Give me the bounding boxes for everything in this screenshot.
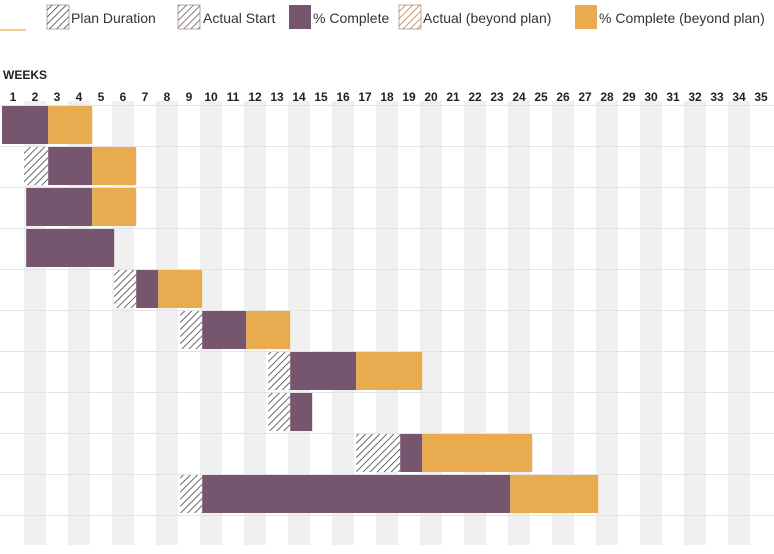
week-tick-9: 9 [186, 90, 193, 104]
legend-swatch-actual-start [177, 4, 201, 30]
plan-duration-bar-row-6 [180, 311, 203, 349]
legend-item-actual-start: Actual Start [177, 4, 275, 30]
week-tick-1: 1 [10, 90, 17, 104]
week-stripe-28 [596, 101, 618, 545]
week-tick-19: 19 [402, 90, 416, 104]
legend-item-complete: % Complete [289, 5, 389, 29]
week-tick-25: 25 [534, 90, 548, 104]
legend-swatch-complete [289, 5, 311, 29]
gantt-bars [2, 106, 599, 513]
complete-bar-row-8 [290, 393, 313, 431]
week-tick-33: 33 [710, 90, 724, 104]
week-tick-14: 14 [292, 90, 306, 104]
legend-label-plan-duration: Plan Duration [71, 10, 156, 26]
week-tick-27: 27 [578, 90, 592, 104]
week-tick-6: 6 [120, 90, 127, 104]
week-tick-26: 26 [556, 90, 570, 104]
week-tick-18: 18 [380, 90, 394, 104]
legend-label-actual-beyond-plan: Actual (beyond plan) [423, 10, 551, 26]
legend-swatch-actual-beyond-plan [398, 4, 422, 30]
week-tick-8: 8 [164, 90, 171, 104]
complete-beyond-plan-bar-row-9 [422, 434, 533, 472]
legend-label-complete: % Complete [313, 10, 389, 26]
complete-beyond-plan-bar-row-3 [92, 188, 137, 226]
legend-item-plan-duration: Plan Duration [46, 4, 156, 30]
week-tick-35: 35 [754, 90, 768, 104]
week-tick-32: 32 [688, 90, 702, 104]
week-tick-15: 15 [314, 90, 328, 104]
week-tick-4: 4 [76, 90, 83, 104]
complete-beyond-plan-bar-row-2 [92, 147, 137, 185]
complete-bar-row-1 [2, 106, 49, 144]
week-tick-11: 11 [227, 90, 240, 104]
week-tick-16: 16 [336, 90, 350, 104]
week-tick-7: 7 [142, 90, 149, 104]
week-tick-24: 24 [512, 90, 526, 104]
week-tick-30: 30 [644, 90, 658, 104]
complete-bar-row-4 [26, 229, 115, 267]
complete-beyond-plan-bar-row-10 [510, 475, 599, 513]
legend: Plan Duration Actual Start % Complete Ac… [0, 4, 765, 31]
week-stripe-8 [156, 101, 178, 545]
week-tick-12: 12 [248, 90, 262, 104]
legend-swatch-complete-beyond-plan [575, 5, 597, 29]
plan-duration-bar-row-5 [114, 270, 137, 308]
complete-bar-row-3 [26, 188, 93, 226]
plan-duration-bar-row-7 [268, 352, 291, 390]
week-stripe-32 [684, 101, 706, 545]
legend-label-actual-start: Actual Start [203, 10, 275, 26]
week-tick-21: 21 [446, 90, 460, 104]
plan-duration-bar-row-8 [268, 393, 291, 431]
week-tick-23: 23 [490, 90, 504, 104]
plan-duration-bar-row-9 [356, 434, 401, 472]
week-tick-10: 10 [204, 90, 218, 104]
complete-bar-row-5 [136, 270, 159, 308]
complete-beyond-plan-bar-row-1 [48, 106, 93, 144]
legend-label-complete-beyond-plan: % Complete (beyond plan) [599, 10, 765, 26]
week-tick-17: 17 [358, 90, 372, 104]
legend-item-actual-beyond-plan: Actual (beyond plan) [398, 4, 551, 30]
week-tick-2: 2 [32, 90, 39, 104]
week-tick-labels: 1 2 3 4 5 6 7 8 9 10 11 12 13 14 15 16 17 18 19 20 21 22 23 24 2… [10, 90, 768, 104]
row-separators [0, 105, 774, 516]
week-tick-22: 22 [468, 90, 482, 104]
week-tick-28: 28 [600, 90, 614, 104]
complete-beyond-plan-bar-row-7 [356, 352, 423, 390]
complete-bar-row-6 [202, 311, 247, 349]
week-stripe-30 [640, 101, 662, 545]
week-tick-13: 13 [270, 90, 284, 104]
complete-bar-row-2 [48, 147, 93, 185]
week-tick-31: 31 [666, 90, 680, 104]
week-stripe-34 [728, 101, 750, 545]
plan-duration-bar-row-10 [180, 475, 203, 513]
legend-swatch-plan-duration [46, 4, 70, 30]
plan-duration-bar-row-2 [24, 147, 49, 185]
legend-item-complete-beyond-plan: % Complete (beyond plan) [575, 5, 765, 29]
complete-beyond-plan-bar-row-6 [246, 311, 291, 349]
complete-bar-row-9 [400, 434, 423, 472]
complete-beyond-plan-bar-row-5 [158, 270, 203, 308]
x-axis-title: WEEKS [3, 68, 47, 82]
week-tick-29: 29 [622, 90, 636, 104]
week-tick-3: 3 [54, 90, 61, 104]
week-tick-34: 34 [732, 90, 746, 104]
week-tick-20: 20 [424, 90, 438, 104]
complete-bar-row-10 [202, 475, 511, 513]
week-tick-5: 5 [98, 90, 105, 104]
complete-bar-row-7 [290, 352, 357, 390]
